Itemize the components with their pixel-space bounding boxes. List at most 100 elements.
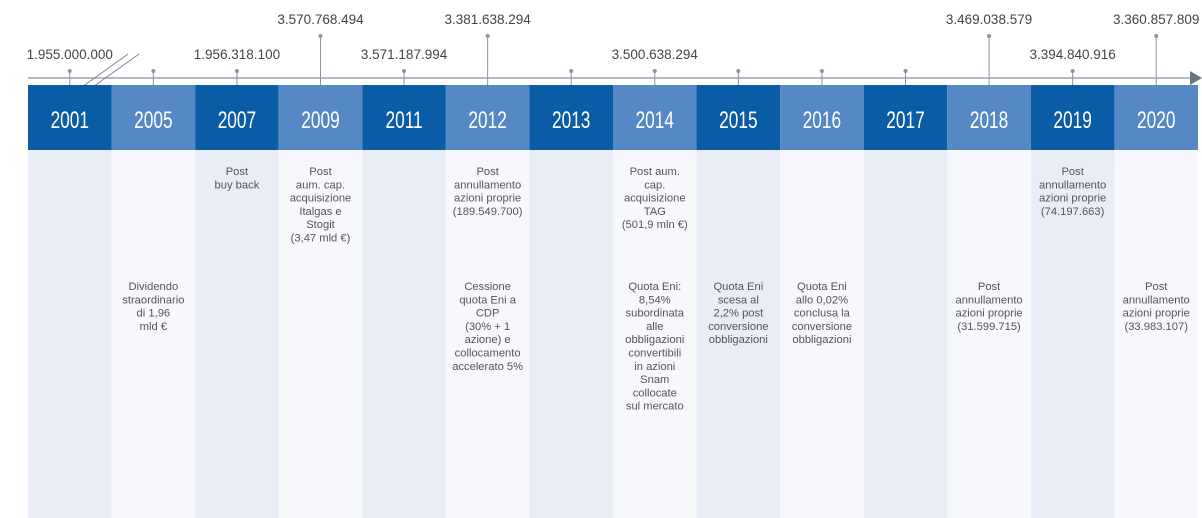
note-line: azione) e: [465, 334, 511, 346]
share-count: 1.956.318.100: [194, 47, 280, 62]
column-body: [696, 150, 781, 518]
column-body: [1114, 150, 1198, 518]
note-line: annullamento: [955, 294, 1022, 306]
note-line: conclusa la: [794, 308, 851, 320]
note-line: (74.197.663): [1041, 206, 1105, 218]
note-line: annullamento: [1039, 179, 1106, 191]
note-line: annullamento: [1123, 294, 1190, 306]
note-line: sul mercato: [626, 401, 684, 413]
note-line: allo 0,02%: [796, 294, 848, 306]
note-line: Stogit: [306, 219, 335, 231]
column-body: [445, 150, 530, 518]
note-line: Post: [1145, 281, 1168, 293]
note-line: di 1,96: [137, 308, 171, 320]
column-body: [1030, 150, 1115, 518]
note-line: buy back: [215, 179, 260, 191]
note-line: (30% + 1: [465, 321, 510, 333]
share-count: 3.394.840.916: [1029, 47, 1115, 62]
note-line: Dividendo: [128, 281, 178, 293]
tick-dot: [485, 34, 490, 38]
share-count: 3.360.857.809: [1113, 12, 1199, 27]
note-line: Post: [978, 281, 1001, 293]
tick-dot: [987, 34, 992, 38]
column-body: [780, 150, 864, 518]
tick-dot: [234, 69, 239, 73]
year-band: [1030, 85, 1115, 150]
note-line: acquisizione: [624, 193, 686, 205]
share-count: 3.469.038.579: [946, 12, 1032, 27]
year-label: 2017: [886, 107, 924, 133]
note-line: obbligazioni: [792, 334, 851, 346]
note-line: in azioni: [634, 361, 675, 373]
note-line: obbligazioni: [709, 334, 768, 346]
tick-dot: [819, 69, 824, 73]
column-body: [362, 150, 446, 518]
tick-dot: [1154, 34, 1159, 38]
year-band: [1114, 85, 1198, 150]
note-line: accelerato 5%: [452, 361, 523, 373]
column-body: [863, 150, 948, 518]
year-band: [195, 85, 279, 150]
note-line: (31.599.715): [957, 321, 1021, 333]
tick-dot: [1070, 69, 1075, 73]
note-line: obbligazioni: [625, 334, 684, 346]
tick-dot: [318, 34, 323, 38]
note-line: conversione: [792, 321, 852, 333]
note-line: straordinario: [122, 294, 184, 306]
note-line: (189.549.700): [453, 206, 523, 218]
column-body: [111, 150, 196, 518]
note-line: Snam: [640, 374, 669, 386]
note-line: alle: [646, 321, 663, 333]
note-line: conversione: [708, 321, 768, 333]
axis-arrow: [1190, 71, 1202, 85]
share-count: 3.500.638.294: [612, 47, 699, 62]
note-line: acquisizione: [290, 193, 352, 205]
year-band: [696, 85, 781, 150]
tick-dot: [151, 69, 156, 73]
note-line: quota Eni a: [459, 294, 516, 306]
note-line: CDP: [476, 308, 500, 320]
note-line: azioni proprie: [454, 193, 521, 205]
note-line: (33.983.107): [1124, 321, 1188, 333]
note-line: 8,54%: [639, 294, 671, 306]
tick-dot: [67, 69, 72, 73]
column-body: [529, 150, 613, 518]
year-band: [613, 85, 697, 150]
year-label: 2019: [1053, 107, 1091, 133]
note-line: Post: [476, 166, 499, 178]
tick-dot: [652, 69, 657, 73]
year-label: 2014: [636, 107, 675, 133]
tick-dot: [569, 69, 574, 73]
year-band: [278, 85, 363, 150]
note-line: 2,2% post: [713, 308, 764, 320]
year-band: [529, 85, 613, 150]
note-line: Cessione: [464, 281, 511, 293]
note-line: azioni proprie: [955, 308, 1022, 320]
note-line: Post: [309, 166, 332, 178]
year-label: 2015: [719, 107, 757, 133]
note-line: azioni proprie: [1123, 308, 1190, 320]
note-line: Post: [226, 166, 249, 178]
year-band: [111, 85, 196, 150]
year-label: 2001: [51, 107, 89, 133]
note-line: Post aum.: [630, 166, 680, 178]
column-body: [947, 150, 1031, 518]
note-line: scesa al: [718, 294, 759, 306]
tick-dot: [903, 69, 908, 73]
column-body: [195, 150, 279, 518]
note-line: (501,9 mln €): [622, 219, 688, 231]
year-band: [947, 85, 1031, 150]
note-line: aum. cap.: [296, 179, 345, 191]
column-body: [28, 150, 112, 518]
note-line: Post: [1061, 166, 1084, 178]
column-body: [278, 150, 363, 518]
note-line: Quota Eni:: [628, 281, 681, 293]
column-body: [613, 150, 697, 518]
year-band: [28, 85, 112, 150]
note-line: mld €: [140, 321, 168, 333]
note-line: Italgas e: [299, 206, 341, 218]
note-line: collocamento: [455, 348, 521, 360]
note-line: convertibili: [628, 348, 681, 360]
year-band: [863, 85, 948, 150]
